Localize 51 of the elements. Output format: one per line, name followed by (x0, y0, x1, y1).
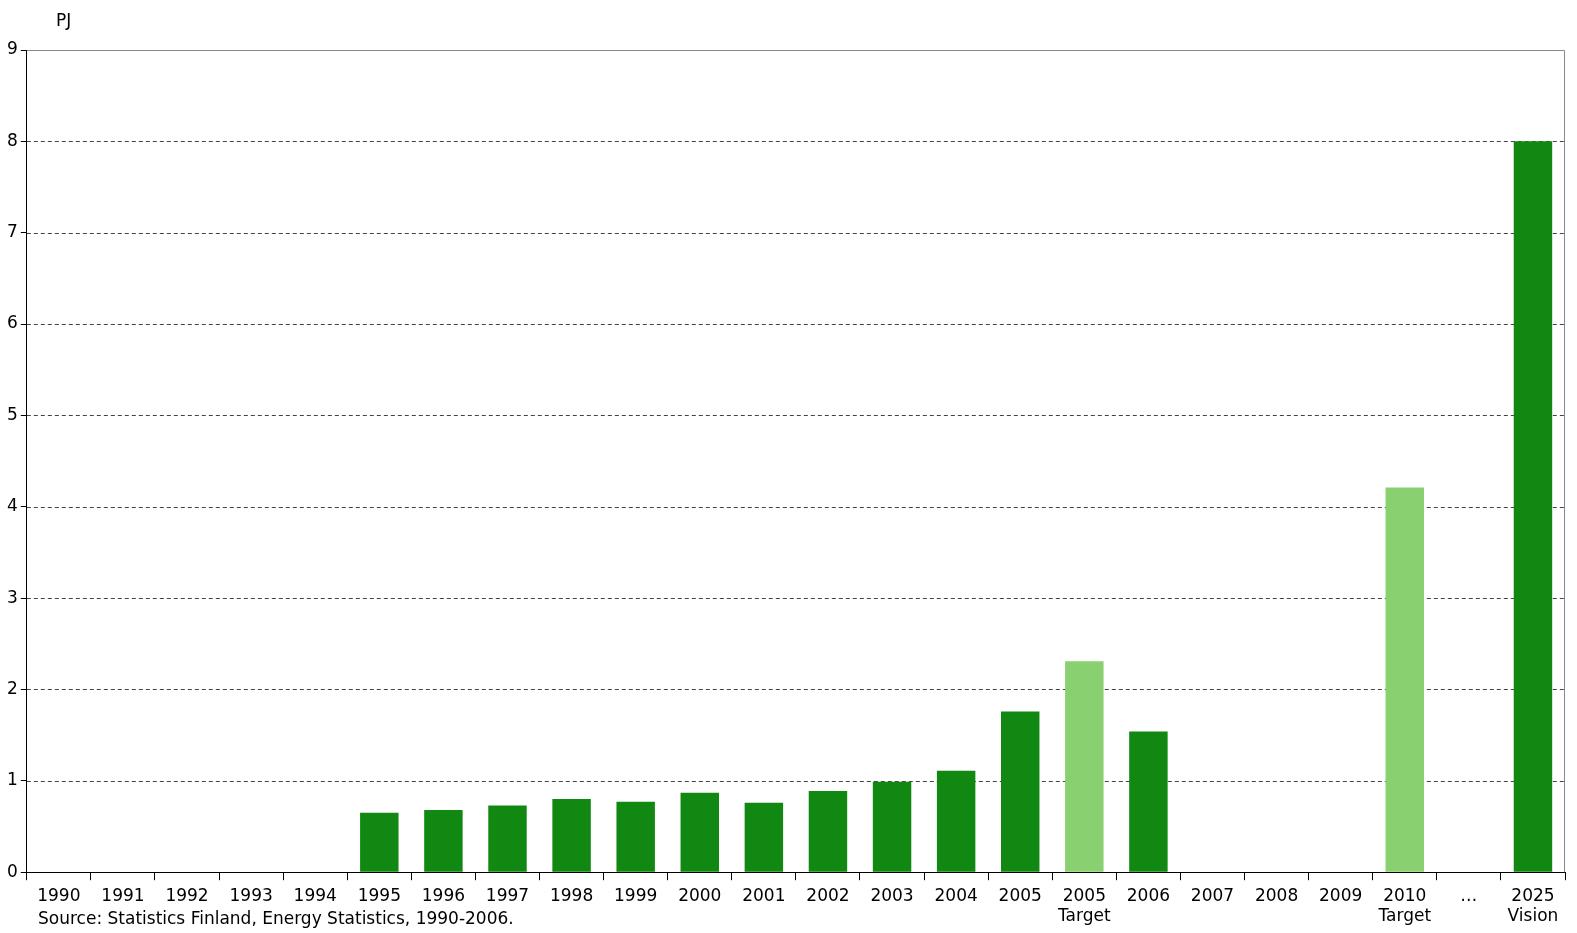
y-tick-label: 1 (6, 769, 18, 790)
x-tick-label: 1999 (614, 884, 658, 905)
bar (552, 799, 591, 872)
bar (616, 801, 655, 872)
bar (488, 805, 527, 872)
bar (360, 812, 399, 872)
bar (1065, 661, 1104, 872)
x-tick-label: 1990 (37, 884, 81, 905)
x-tick-label: 2008 (1254, 884, 1299, 905)
x-tick-label: 2009 (1319, 884, 1363, 905)
x-tick-label: 2005 (998, 884, 1042, 905)
source-note: Source: Statistics Finland, Energy Statistics, 1990-2006. (38, 908, 514, 928)
x-tick-label: 1996 (421, 884, 466, 905)
y-tick-label: 7 (6, 221, 18, 242)
y-tick-label: 5 (6, 403, 18, 424)
x-tick-label: 1998 (549, 884, 594, 905)
bar (936, 770, 976, 872)
x-tick-label: 2003 (870, 884, 914, 905)
x-tick-label: … (1460, 884, 1478, 905)
bar (744, 802, 784, 872)
bar (872, 781, 912, 872)
y-tick-label: 8 (6, 129, 18, 150)
y-tick-label: 3 (6, 586, 18, 607)
y-tick-label: 2 (6, 677, 18, 698)
bar (680, 792, 719, 872)
x-tick-label: 2025 Vision (1507, 884, 1559, 926)
x-tick-label: 1997 (485, 884, 530, 905)
y-axis-title: PJ (56, 10, 72, 30)
bar (1513, 141, 1553, 872)
y-tick-label: 4 (6, 495, 18, 516)
y-tick-label: 9 (6, 38, 18, 59)
x-tick-label: 2002 (806, 884, 850, 905)
bar (1129, 731, 1168, 872)
x-tick-label: 1995 (357, 884, 401, 905)
y-tick-label: 6 (6, 312, 18, 333)
x-tick-label: 2001 (742, 884, 786, 905)
x-tick-label: 2010 Target (1377, 884, 1432, 926)
x-tick-label: 2005 Target (1057, 884, 1111, 926)
bar (1001, 711, 1040, 872)
bar (424, 810, 463, 872)
y-tick-label: 0 (6, 860, 18, 881)
x-tick-label: 1991 (101, 884, 145, 905)
bar (808, 790, 848, 872)
bar (1385, 487, 1424, 872)
x-tick-label: 1993 (229, 884, 273, 905)
x-tick-label: 2006 (1126, 884, 1171, 905)
x-tick-label: 1994 (293, 884, 337, 905)
x-tick-label: 2000 (678, 884, 722, 905)
x-tick-label: 2007 (1190, 884, 1235, 905)
x-tick-label: 2004 (934, 884, 978, 905)
x-tick-label: 1992 (165, 884, 209, 905)
